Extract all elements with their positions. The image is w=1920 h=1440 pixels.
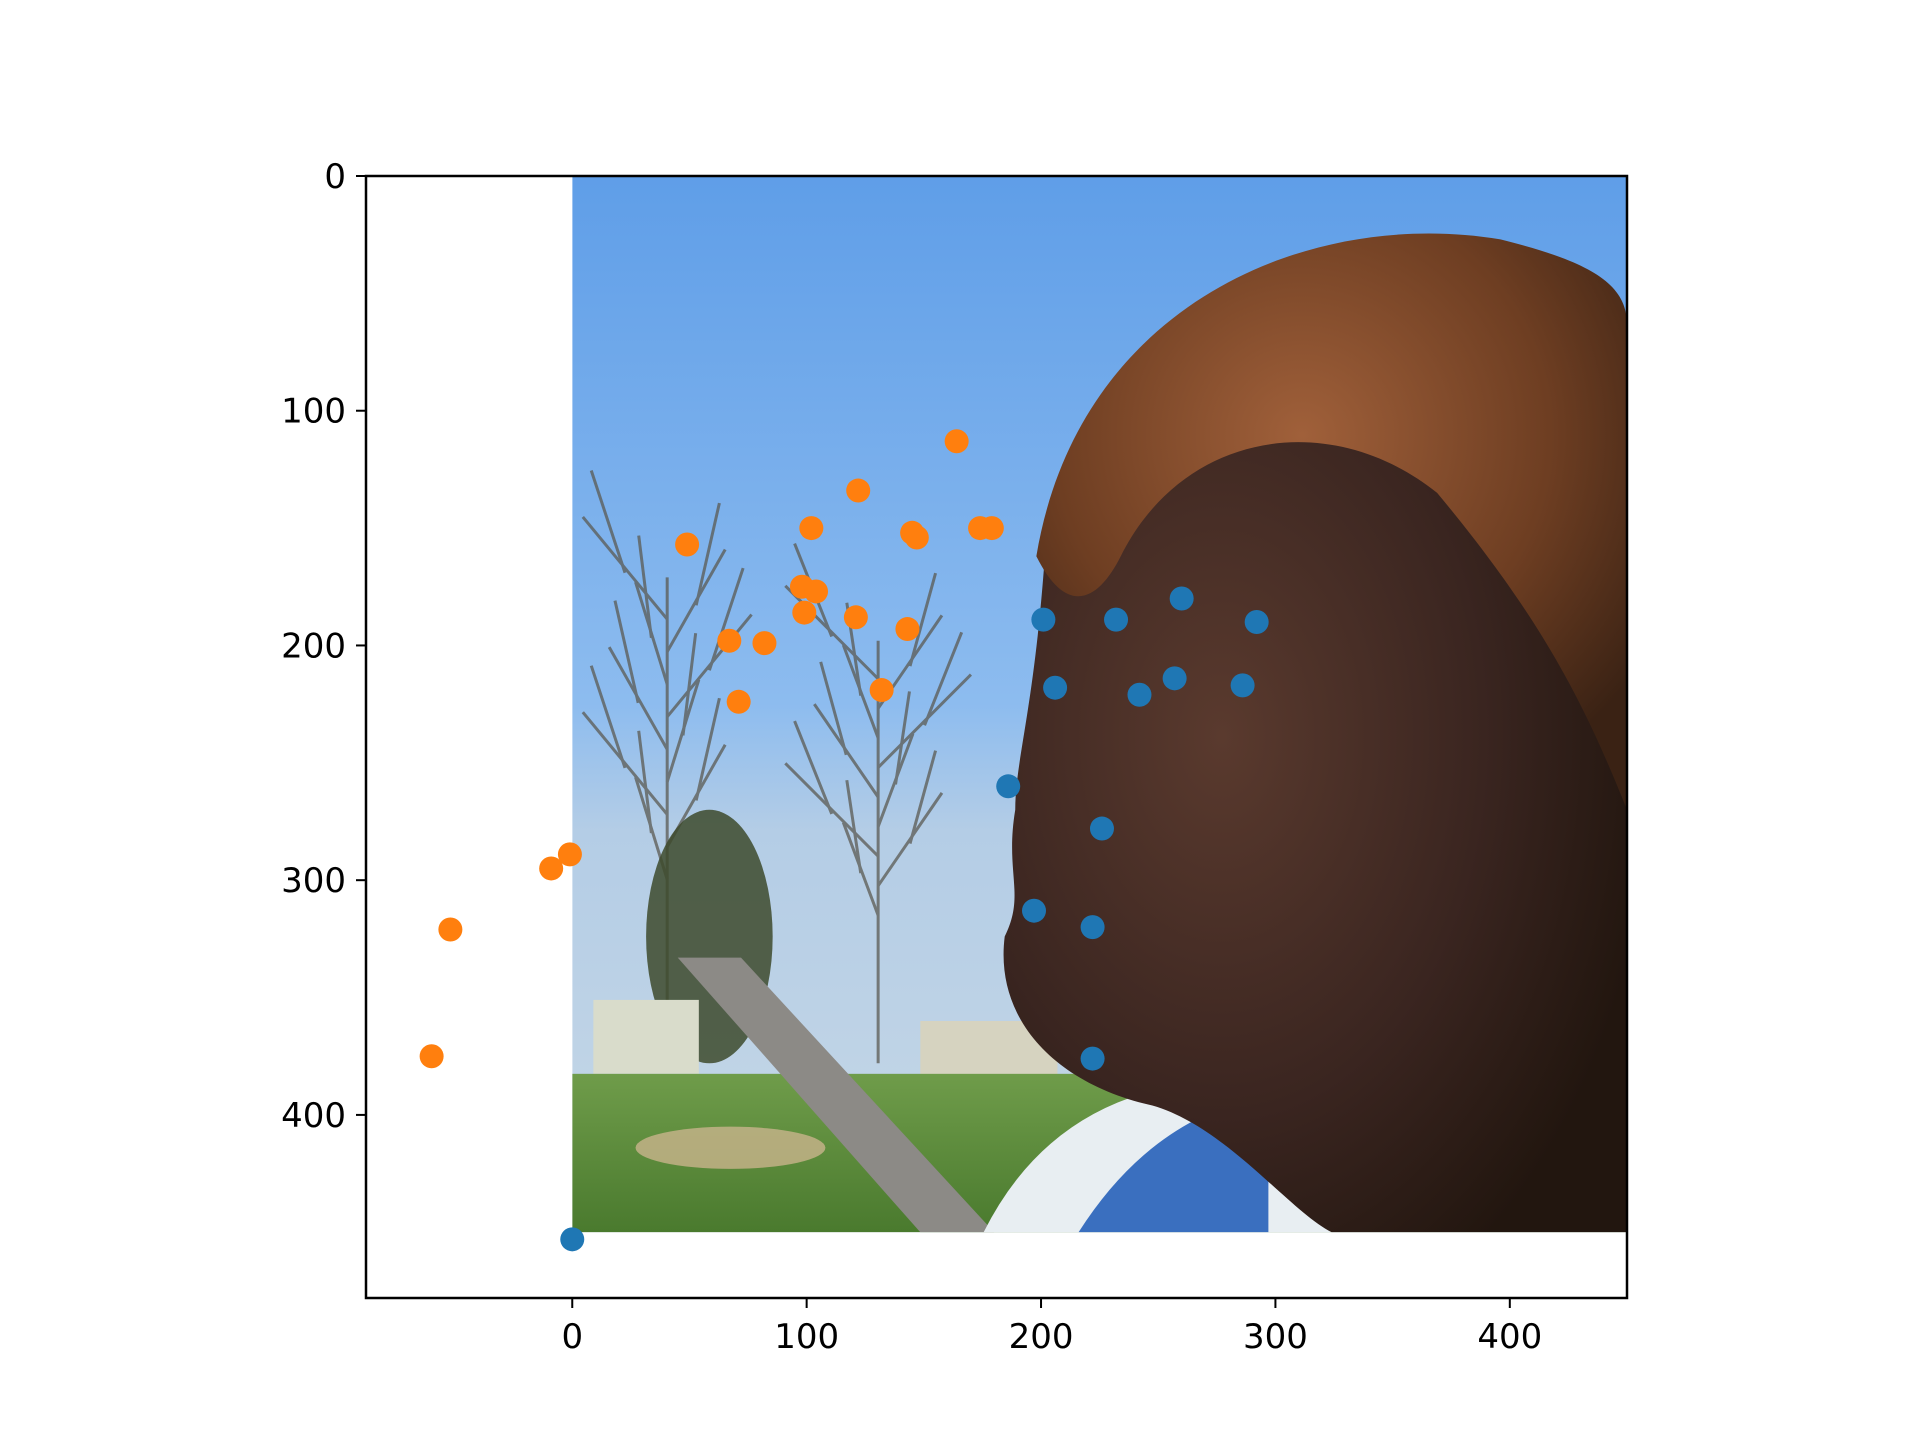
data-point xyxy=(558,842,582,866)
data-point xyxy=(560,1227,584,1251)
data-point xyxy=(1090,817,1114,841)
data-point xyxy=(980,516,1004,540)
data-point xyxy=(420,1044,444,1068)
x-tick-label: 200 xyxy=(1009,1317,1074,1357)
data-point xyxy=(844,605,868,629)
data-point xyxy=(905,525,929,549)
data-point xyxy=(792,601,816,625)
data-point xyxy=(1170,587,1194,611)
x-axis: 0 100 200 300 400 xyxy=(561,1298,1542,1357)
data-point xyxy=(717,629,741,653)
data-point xyxy=(1104,608,1128,632)
data-point xyxy=(1081,915,1105,939)
data-point xyxy=(1031,608,1055,632)
y-tick-label: 200 xyxy=(281,626,346,666)
data-point xyxy=(895,617,919,641)
data-point xyxy=(1231,673,1255,697)
data-point xyxy=(1043,676,1067,700)
data-point xyxy=(996,774,1020,798)
x-tick-label: 300 xyxy=(1243,1317,1308,1357)
y-tick-label: 300 xyxy=(281,861,346,901)
data-point xyxy=(752,631,776,655)
data-point xyxy=(846,479,870,503)
data-point xyxy=(799,516,823,540)
data-point xyxy=(1127,683,1151,707)
sand-patch xyxy=(636,1127,826,1169)
data-point xyxy=(870,678,894,702)
data-point xyxy=(727,690,751,714)
data-point xyxy=(438,917,462,941)
x-tick-label: 100 xyxy=(774,1317,839,1357)
y-tick-label: 0 xyxy=(324,157,346,197)
data-point xyxy=(1245,610,1269,634)
data-point xyxy=(1081,1047,1105,1071)
y-tick-label: 400 xyxy=(281,1096,346,1136)
x-tick-label: 0 xyxy=(561,1317,583,1357)
data-point xyxy=(1022,899,1046,923)
data-point xyxy=(1163,666,1187,690)
y-axis: 0 100 200 300 400 xyxy=(281,157,366,1136)
data-point xyxy=(804,579,828,603)
y-tick-label: 100 xyxy=(281,392,346,432)
x-tick-label: 400 xyxy=(1477,1317,1542,1357)
data-point xyxy=(675,533,699,557)
house xyxy=(593,1000,698,1074)
data-point xyxy=(945,429,969,453)
